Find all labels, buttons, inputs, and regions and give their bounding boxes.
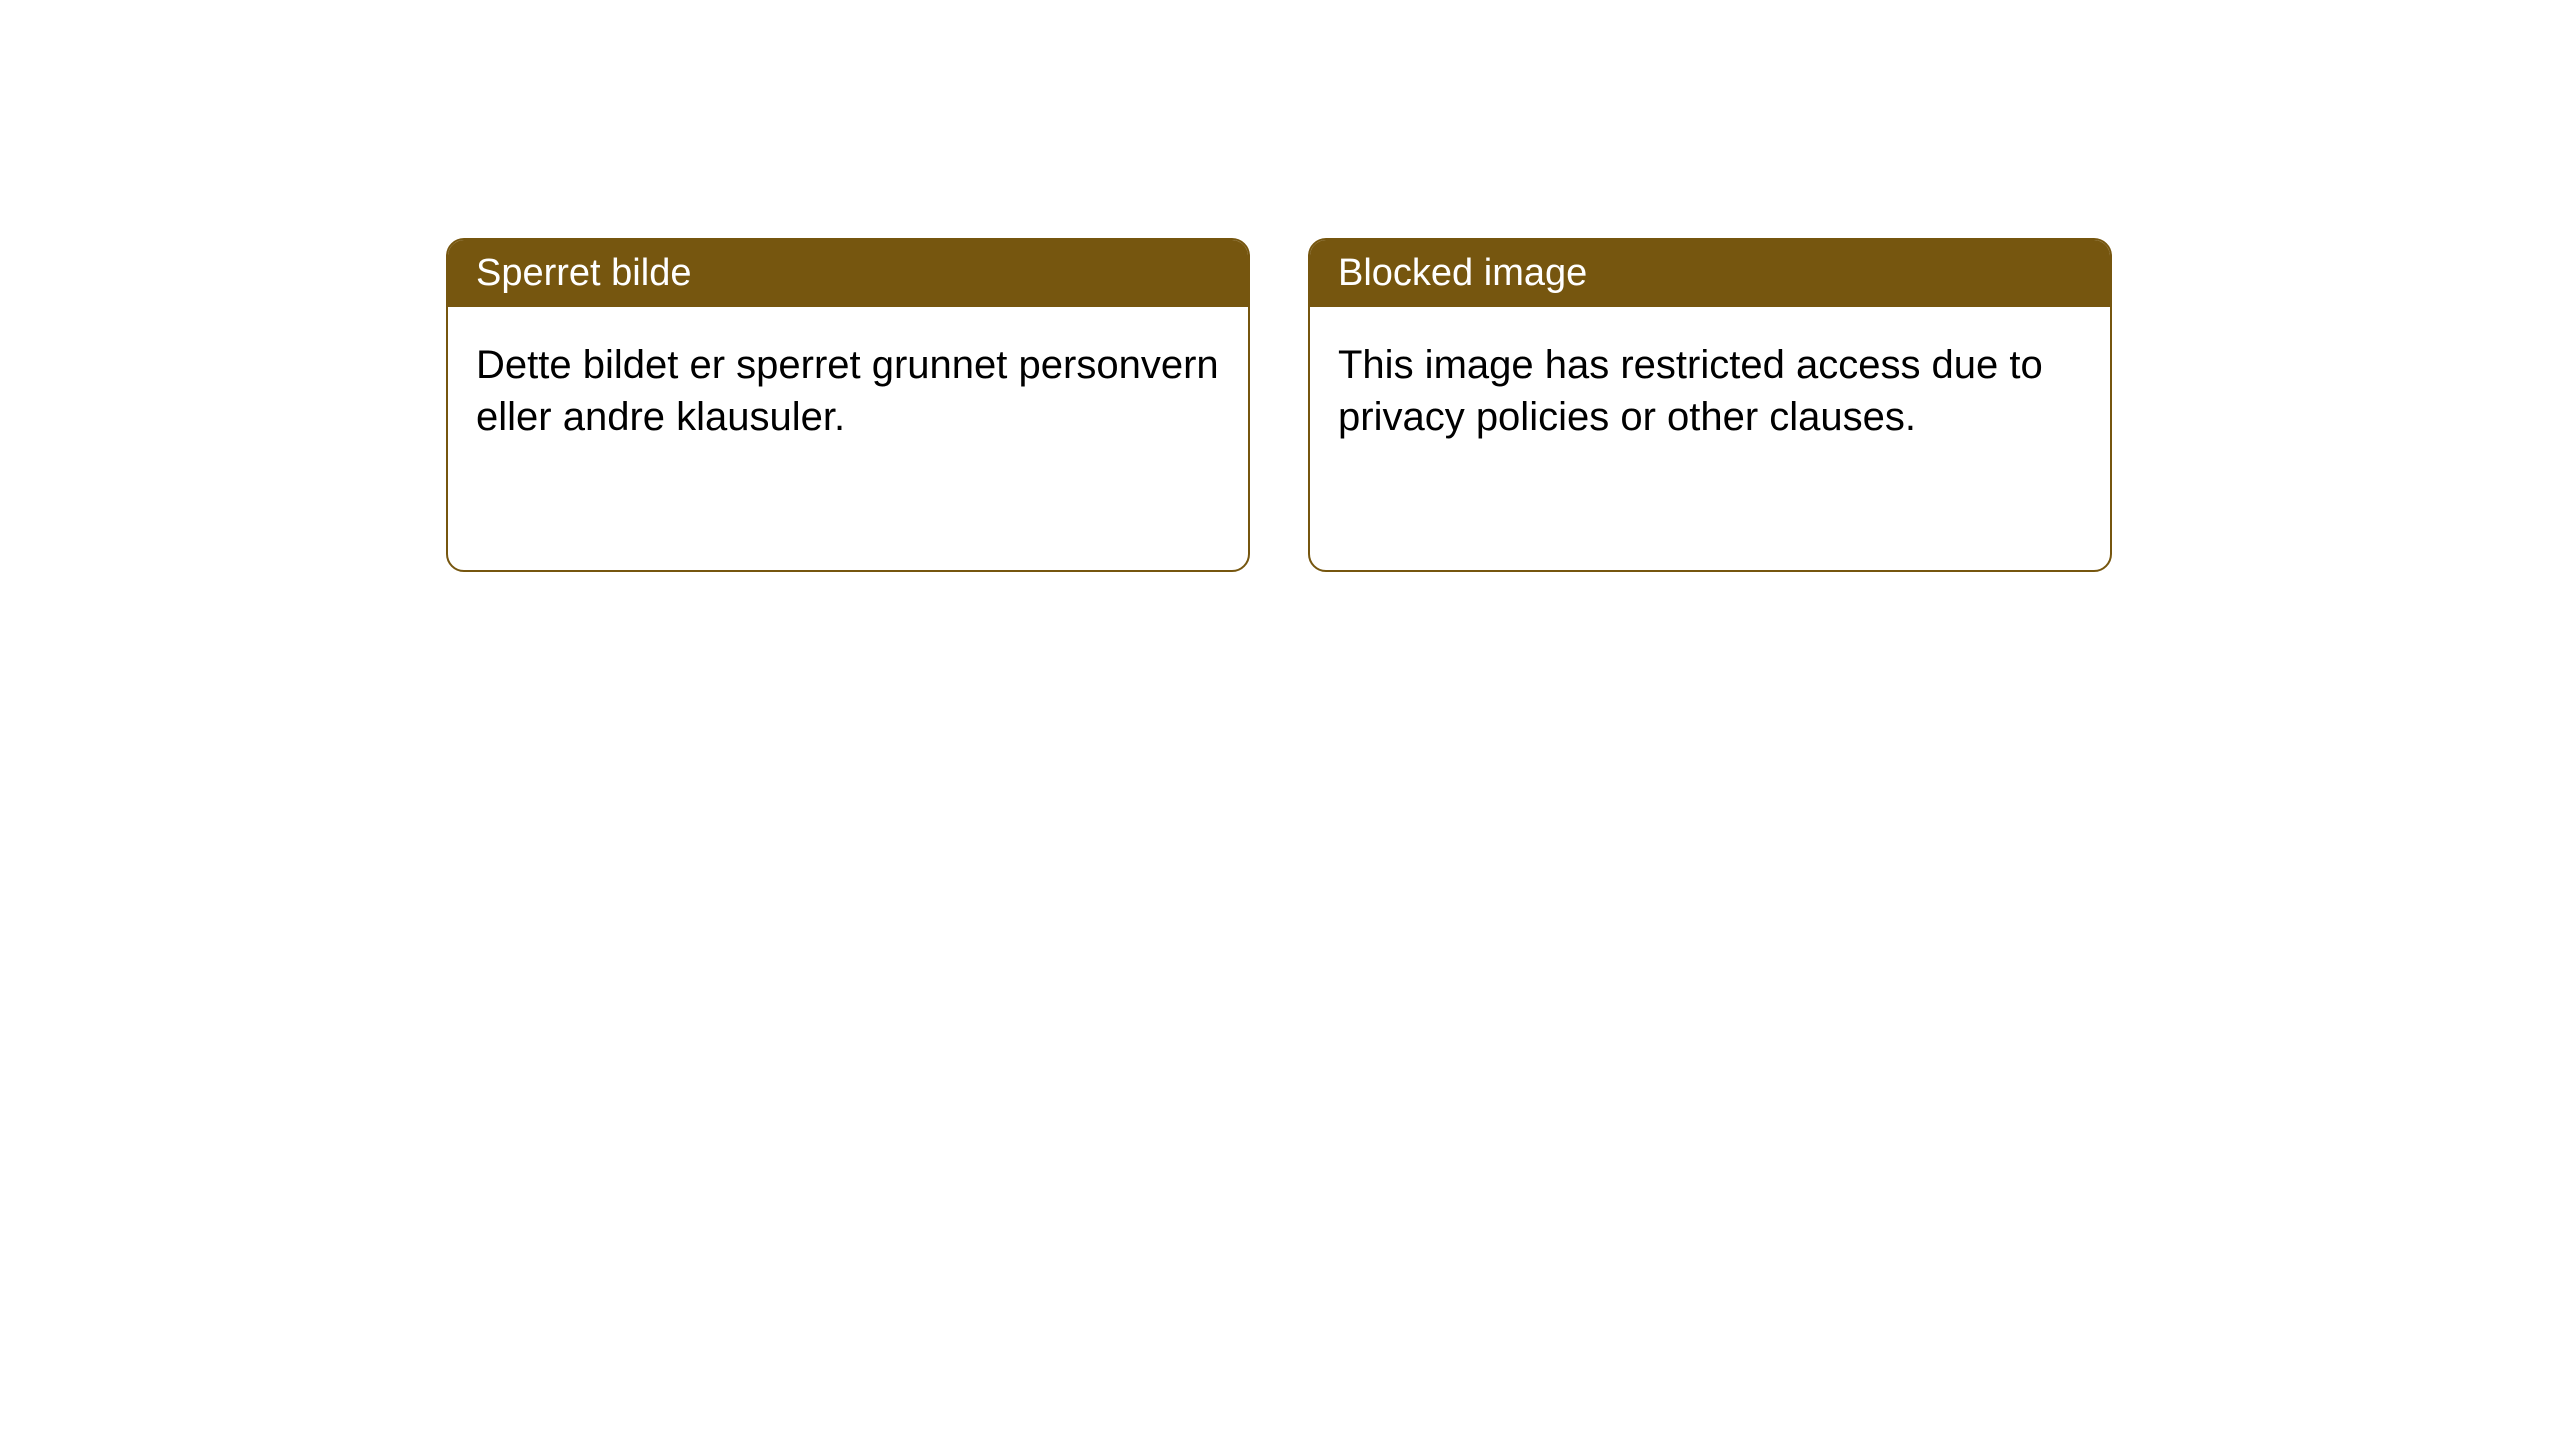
notice-body-norwegian: Dette bildet er sperret grunnet personve… xyxy=(448,307,1248,475)
notice-card-norwegian: Sperret bilde Dette bildet er sperret gr… xyxy=(446,238,1250,572)
notice-body-english: This image has restricted access due to … xyxy=(1310,307,2110,475)
notice-card-english: Blocked image This image has restricted … xyxy=(1308,238,2112,572)
notice-header-english: Blocked image xyxy=(1310,240,2110,307)
notice-header-norwegian: Sperret bilde xyxy=(448,240,1248,307)
notice-container: Sperret bilde Dette bildet er sperret gr… xyxy=(446,238,2112,572)
